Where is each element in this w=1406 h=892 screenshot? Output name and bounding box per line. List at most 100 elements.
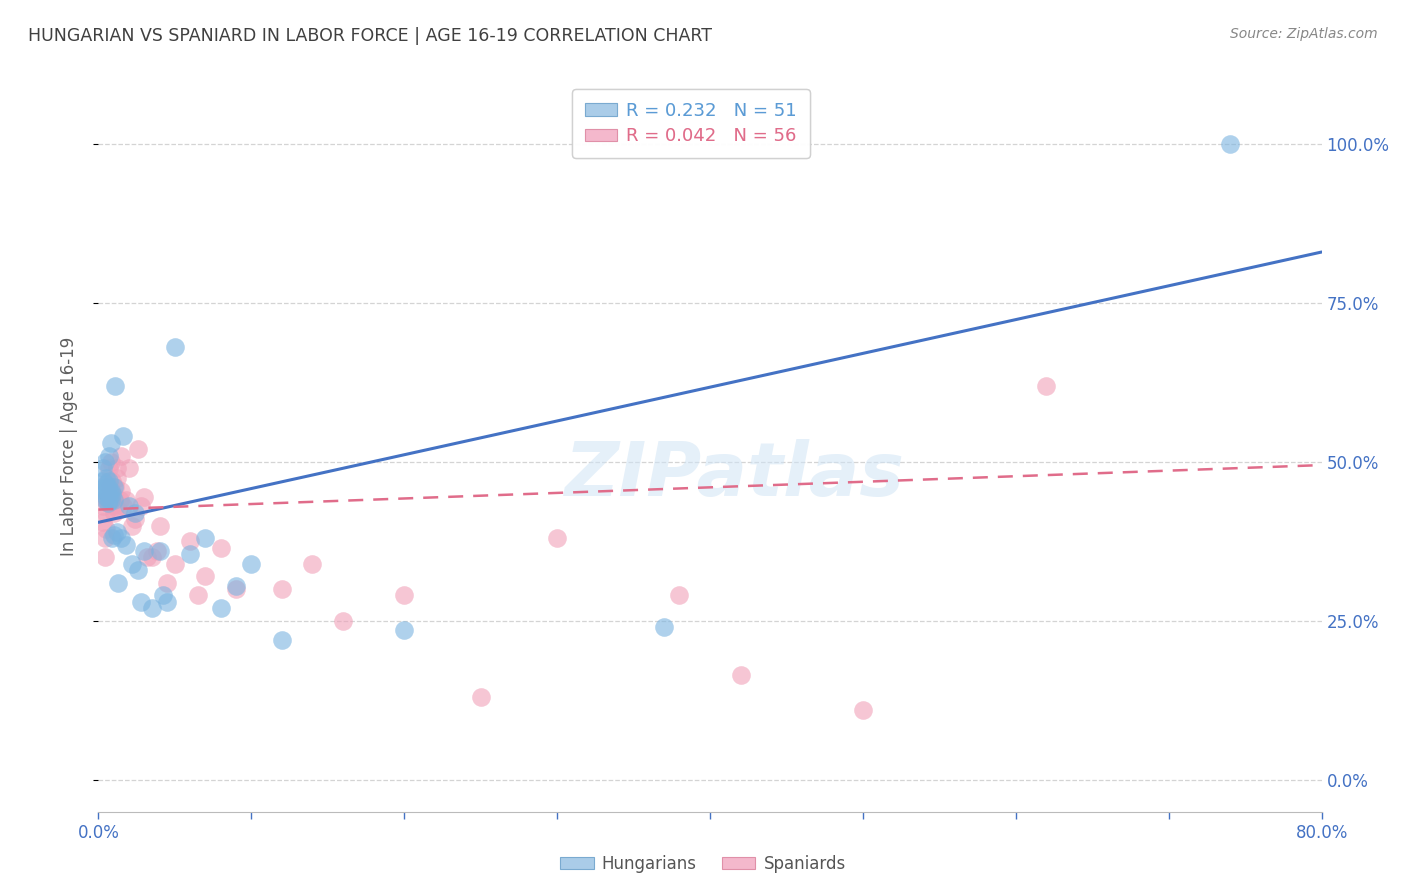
Text: ZIPatlas: ZIPatlas [564, 439, 904, 512]
Point [179, 547, 201, 561]
Point [470, 690, 492, 705]
Point [134, 544, 156, 558]
Point [93, 455, 115, 469]
Point [115, 493, 138, 508]
Point [94, 490, 117, 504]
Legend: Hungarians, Spaniards: Hungarians, Spaniards [554, 848, 852, 880]
Point [103, 493, 125, 508]
Point [94, 471, 117, 485]
Point [105, 461, 128, 475]
Point [100, 483, 122, 498]
Point [209, 601, 232, 615]
Point [1219, 136, 1241, 151]
Point [100, 455, 122, 469]
Point [98, 449, 121, 463]
Point [104, 378, 127, 392]
Point [145, 544, 167, 558]
Point [91, 516, 114, 530]
Point [105, 471, 128, 485]
Point [115, 538, 138, 552]
Point [104, 480, 127, 494]
Point [98, 483, 121, 498]
Point [98, 493, 121, 508]
Point [163, 340, 186, 354]
Point [91, 461, 114, 475]
Point [91, 483, 114, 498]
Point [97, 486, 120, 500]
Point [94, 522, 117, 536]
Point [98, 496, 121, 510]
Point [104, 500, 127, 514]
Point [127, 442, 149, 457]
Point [110, 449, 132, 463]
Point [152, 589, 174, 603]
Point [110, 483, 132, 498]
Point [103, 528, 125, 542]
Point [97, 486, 120, 500]
Point [93, 531, 115, 545]
Point [107, 502, 129, 516]
Point [101, 486, 124, 500]
Point [141, 601, 163, 615]
Point [194, 569, 217, 583]
Point [392, 589, 416, 603]
Point [93, 550, 115, 565]
Point [225, 582, 247, 596]
Point [163, 557, 186, 571]
Point [103, 490, 125, 504]
Point [100, 493, 122, 508]
Point [156, 575, 179, 590]
Point [100, 435, 122, 450]
Point [98, 480, 121, 494]
Point [141, 550, 163, 565]
Point [136, 550, 159, 565]
Point [156, 595, 179, 609]
Point [98, 461, 121, 475]
Text: Source: ZipAtlas.com: Source: ZipAtlas.com [1230, 27, 1378, 41]
Point [94, 477, 117, 491]
Point [111, 429, 134, 443]
Point [98, 474, 121, 488]
Point [127, 563, 149, 577]
Point [111, 500, 134, 514]
Point [124, 512, 146, 526]
Point [101, 483, 124, 498]
Point [332, 614, 354, 628]
Point [94, 493, 117, 508]
Point [187, 589, 209, 603]
Point [149, 518, 172, 533]
Point [129, 595, 152, 609]
Point [101, 474, 124, 488]
Point [270, 582, 292, 596]
Point [392, 624, 416, 638]
Point [108, 493, 131, 508]
Point [118, 461, 141, 475]
Point [97, 480, 120, 494]
Point [179, 534, 201, 549]
Point [209, 541, 232, 555]
Point [91, 474, 114, 488]
Point [730, 668, 752, 682]
Point [652, 620, 675, 634]
Point [101, 500, 124, 514]
Point [668, 589, 690, 603]
Point [194, 531, 217, 545]
Point [124, 506, 146, 520]
Point [852, 703, 875, 717]
Point [101, 531, 124, 545]
Y-axis label: In Labor Force | Age 16-19: In Labor Force | Age 16-19 [59, 336, 77, 556]
Text: HUNGARIAN VS SPANIARD IN LABOR FORCE | AGE 16-19 CORRELATION CHART: HUNGARIAN VS SPANIARD IN LABOR FORCE | A… [28, 27, 711, 45]
Point [97, 496, 120, 510]
Point [134, 490, 156, 504]
Point [103, 506, 125, 520]
Point [149, 544, 172, 558]
Point [240, 557, 263, 571]
Point [225, 579, 247, 593]
Point [93, 493, 115, 508]
Point [1035, 378, 1057, 392]
Point [121, 557, 143, 571]
Point [94, 483, 117, 498]
Point [546, 531, 568, 545]
Point [301, 557, 323, 571]
Point [118, 500, 141, 514]
